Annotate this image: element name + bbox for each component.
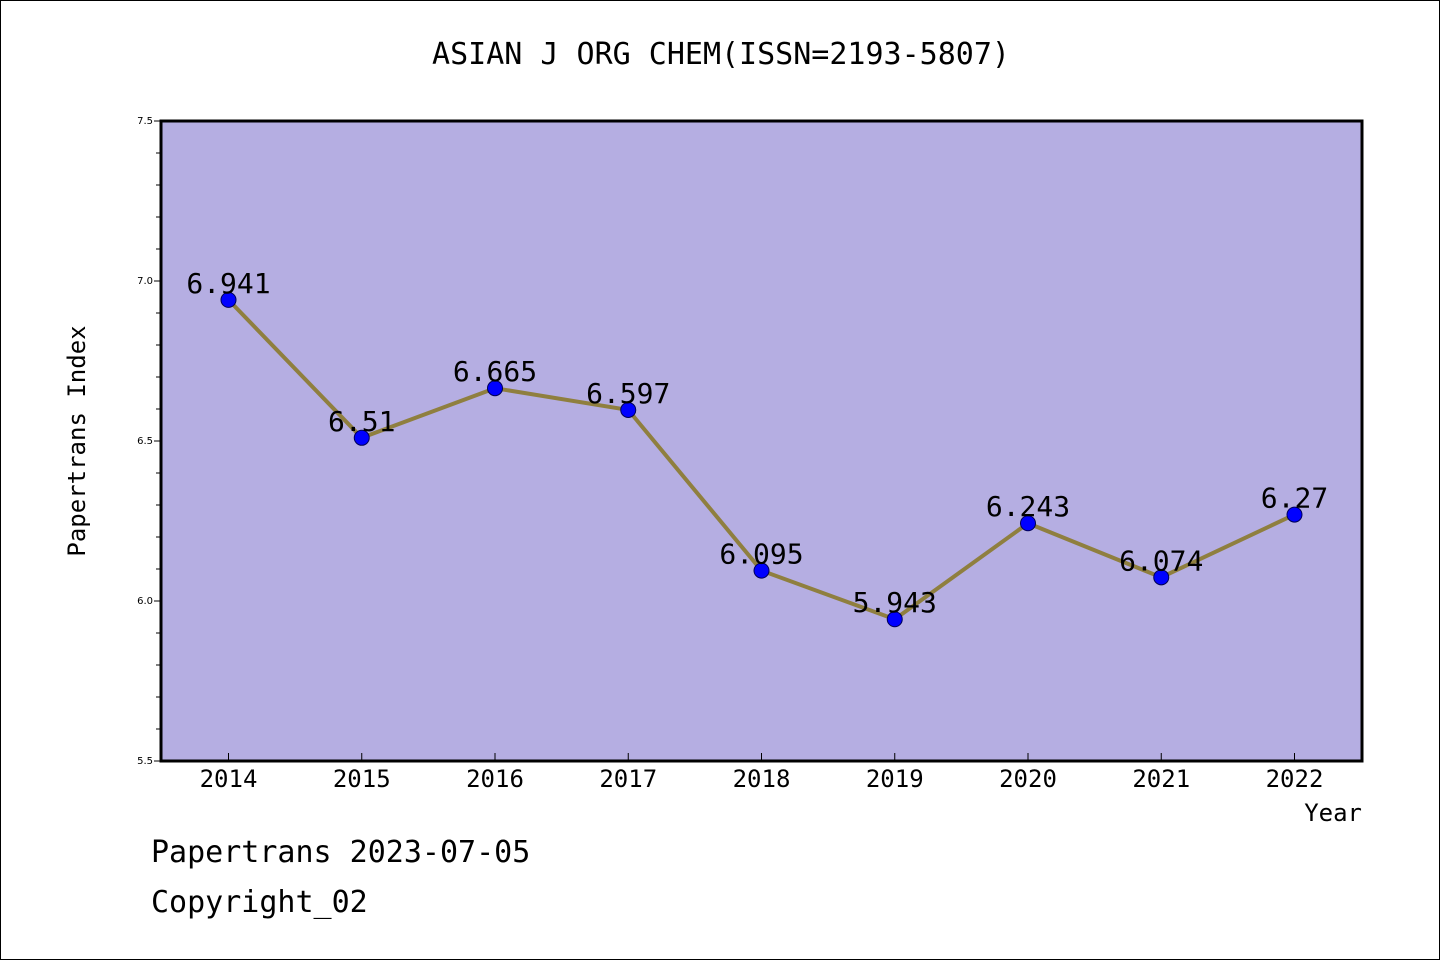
- data-label: 6.51: [328, 405, 395, 438]
- data-point: [620, 401, 637, 418]
- data-point: [1286, 506, 1303, 523]
- x-tick-label: 2017: [599, 765, 657, 793]
- data-label: 6.597: [586, 377, 670, 410]
- data-point: [220, 291, 237, 308]
- data-label: 6.095: [719, 538, 803, 571]
- data-point: [1153, 569, 1170, 586]
- data-point: [487, 380, 503, 397]
- y-axis-label: Papertrans Index: [63, 325, 91, 556]
- x-tick-label: 2021: [1132, 765, 1190, 793]
- data-label: 6.941: [186, 267, 270, 300]
- x-tick-label: 2020: [999, 765, 1057, 793]
- footer-copyright: Copyright_02: [151, 885, 368, 920]
- x-tick-label: 2019: [866, 765, 924, 793]
- x-tick-label: 2015: [333, 765, 391, 793]
- data-point: [1020, 515, 1036, 532]
- x-tick-label: 2014: [200, 765, 258, 793]
- data-label: 6.074: [1119, 544, 1203, 577]
- y-tick-label: 7.0: [137, 276, 153, 287]
- data-point: [886, 611, 903, 628]
- footer-date: Papertrans 2023-07-05: [151, 835, 531, 870]
- x-tick-label: 2022: [1266, 765, 1324, 793]
- data-label: 6.665: [453, 355, 537, 388]
- data-point: [753, 562, 770, 579]
- y-tick-label: 7.5: [137, 116, 153, 127]
- x-axis-label: Year: [1304, 799, 1362, 827]
- chart-title: ASIAN J ORG CHEM(ISSN=2193-5807): [432, 37, 1010, 72]
- data-point: [353, 429, 370, 446]
- plot-frame: [159, 119, 1364, 763]
- plot-area: [161, 121, 1362, 761]
- data-label: 5.943: [853, 586, 937, 619]
- x-tick-label: 2018: [733, 765, 791, 793]
- data-label: 6.27: [1261, 482, 1328, 515]
- y-tick-label: 5.5: [137, 756, 153, 767]
- y-tick-label: 6.0: [137, 596, 153, 607]
- data-label: 6.243: [986, 490, 1070, 523]
- x-tick-label: 2016: [466, 765, 524, 793]
- y-tick-label: 6.5: [137, 436, 153, 447]
